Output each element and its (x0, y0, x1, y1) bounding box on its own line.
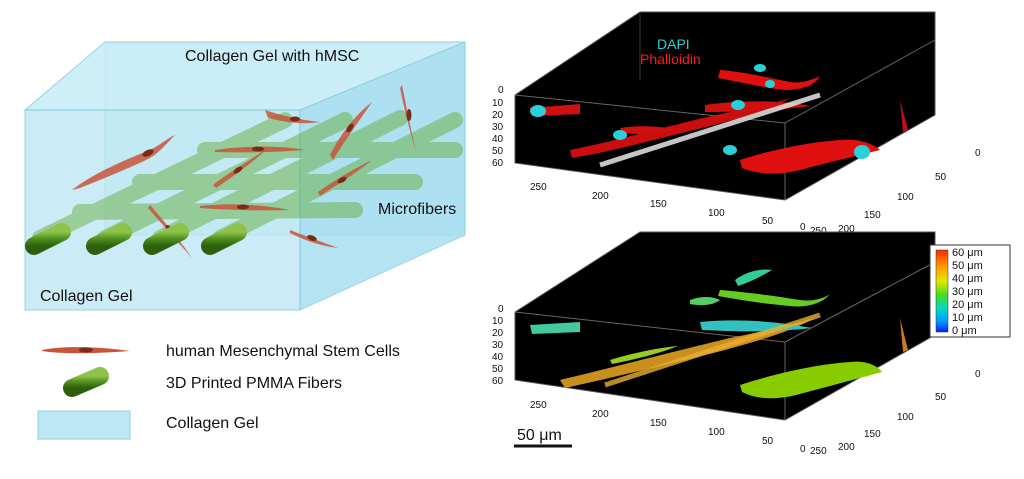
y-tick-label: 0 (975, 369, 981, 380)
legend-item-gel: Collagen Gel (37, 410, 259, 440)
z-tick-label: 40 (492, 134, 504, 145)
x-tick-label: 0 (800, 444, 806, 455)
x-tick-label: 150 (650, 418, 667, 429)
cell-icon (400, 85, 416, 152)
z-tick-label: 50 (492, 146, 504, 157)
colorbar-label: 10 μm (952, 312, 983, 324)
cell-icon (215, 146, 305, 153)
fiber-reflection (599, 92, 821, 168)
bottom-y-axis: 0 50 100 150 200 250 (810, 369, 981, 457)
fiber-icon (63, 367, 109, 397)
colorbar-label: 40 μm (952, 273, 983, 285)
bottom-z-axis: 0 10 20 30 40 50 60 (492, 304, 504, 387)
fiber-icon (25, 223, 71, 255)
y-tick-label: 150 (864, 429, 881, 440)
x-tick-label: 200 (592, 191, 609, 202)
bottom-x-axis: 250 200 150 100 50 0 (530, 400, 806, 455)
colorbar-label: 50 μm (952, 260, 983, 272)
legend-label-fibers: 3D Printed PMMA Fibers (166, 375, 342, 392)
cell-icon (200, 204, 290, 211)
z-tick-label: 30 (492, 122, 504, 133)
channel-label-phalloidin: Phalloidin (640, 51, 701, 67)
x-tick-label: 250 (530, 182, 547, 193)
cell-icon (330, 102, 372, 160)
z-tick-label: 60 (492, 376, 504, 387)
fiber-icon (86, 223, 132, 255)
y-tick-label: 100 (897, 192, 914, 203)
z-tick-label: 60 (492, 158, 504, 169)
x-tick-label: 100 (708, 208, 725, 219)
cell-icon (290, 230, 338, 248)
z-tick-label: 50 (492, 364, 504, 375)
cell-icon (72, 135, 175, 190)
top-z-axis: 0 10 20 30 40 50 60 (492, 85, 504, 169)
x-tick-label: 50 (762, 436, 774, 447)
y-tick-label: 150 (864, 210, 881, 221)
x-tick-label: 200 (592, 409, 609, 420)
gel-top-label: Collagen Gel with hMSC (185, 48, 359, 65)
legend-label-gel: Collagen Gel (166, 415, 259, 432)
x-tick-label: 250 (530, 400, 547, 411)
z-tick-label: 10 (492, 98, 504, 109)
y-tick-label: 50 (935, 392, 947, 403)
dapi-signal (530, 64, 870, 159)
legend-item-cells: human Mesenchymal Stem Cells (42, 343, 400, 360)
z-tick-label: 40 (492, 352, 504, 363)
legend: human Mesenchymal Stem Cells 3D Printed … (37, 343, 400, 440)
z-tick-label: 20 (492, 328, 504, 339)
colorbar-label: 0 μm (952, 325, 977, 337)
legend-label-cells: human Mesenchymal Stem Cells (166, 343, 400, 360)
colorbar-label: 60 μm (952, 247, 983, 259)
fiber-icon (143, 223, 189, 255)
top-x-axis: 250 200 150 100 50 0 (530, 182, 806, 233)
x-tick-label: 100 (708, 427, 725, 438)
x-tick-label: 150 (650, 199, 667, 210)
z-tick-label: 20 (492, 110, 504, 121)
z-tick-label: 0 (498, 304, 504, 315)
depth-colorbar: 60 μm 50 μm 40 μm 30 μm 20 μm 10 μm 0 μm (929, 244, 1011, 338)
fiber-icon (201, 223, 247, 255)
cell-icon (318, 160, 372, 196)
fiber-ends-side (320, 143, 487, 216)
x-tick-label: 50 (762, 216, 774, 227)
legend-item-fibers: 3D Printed PMMA Fibers (63, 367, 342, 397)
fiber-ends-front (25, 223, 247, 255)
microfibers-label: Microfibers (378, 201, 456, 218)
y-tick-label: 0 (975, 148, 981, 159)
fiber-reflection (604, 312, 821, 388)
gel-side-label: Collagen Gel (40, 288, 133, 305)
cell-icon (213, 148, 268, 188)
y-tick-label: 200 (838, 224, 855, 235)
z-tick-label: 0 (498, 85, 504, 96)
z-tick-label: 30 (492, 340, 504, 351)
colorbar-label: 20 μm (952, 299, 983, 311)
top-microscopy-panel: DAPI Phalloidin 0 10 20 30 40 50 60 250 … (492, 11, 981, 237)
y-tick-label: 50 (935, 172, 947, 183)
colorbar-label: 30 μm (952, 286, 983, 298)
bottom-microscopy-panel: 60 μm 50 μm 40 μm 30 μm 20 μm 10 μm 0 μm… (492, 231, 1011, 457)
cell-icon (265, 110, 320, 124)
scale-bar-label: 50 μm (517, 427, 562, 444)
channel-label-dapi: DAPI (657, 36, 690, 52)
x-tick-label: 0 (800, 222, 806, 233)
gel-block-icon (37, 410, 131, 440)
z-tick-label: 10 (492, 316, 504, 327)
scale-bar: 50 μm (514, 427, 572, 448)
y-tick-label: 200 (838, 442, 855, 453)
y-tick-label: 250 (810, 446, 827, 457)
y-tick-label: 100 (897, 412, 914, 423)
